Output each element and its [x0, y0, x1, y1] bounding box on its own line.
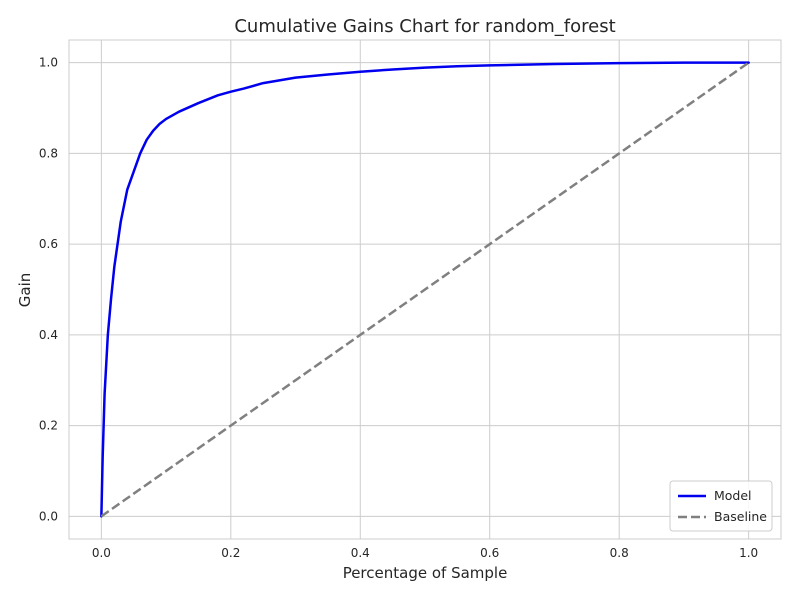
plot-frame [68, 39, 782, 540]
legend-box [669, 480, 773, 532]
x-tick-label: 0.8 [610, 546, 629, 560]
y-tick-label: 0.6 [39, 237, 58, 251]
y-tick-label: 1.0 [39, 56, 58, 70]
y-tick-label: 0.4 [39, 328, 58, 342]
y-axis-label: Gain [16, 273, 34, 308]
series-line-model [100, 61, 750, 518]
series-line-baseline [100, 61, 750, 518]
y-tick-label: 0.0 [39, 509, 58, 523]
y-tick-label: 0.8 [39, 146, 58, 160]
legend-label-model: Model [714, 488, 752, 503]
x-tick-label: 0.6 [480, 546, 499, 560]
legend-label-baseline: Baseline [714, 509, 767, 524]
x-tick-label: 0.2 [221, 546, 240, 560]
x-axis-label: Percentage of Sample [343, 564, 508, 582]
plot-area: 0.0 0.2 0.4 0.6 0.8 1.0 0.0 0.2 0.4 0.6 0.8 1.0 Mode… [39, 39, 782, 560]
x-tick-label: 0.4 [351, 546, 370, 560]
chart-title: Cumulative Gains Chart for random_forest [234, 16, 615, 37]
x-tick-label: 0.0 [92, 546, 111, 560]
y-tick-label: 0.2 [39, 419, 58, 433]
x-tick-label: 1.0 [739, 546, 758, 560]
